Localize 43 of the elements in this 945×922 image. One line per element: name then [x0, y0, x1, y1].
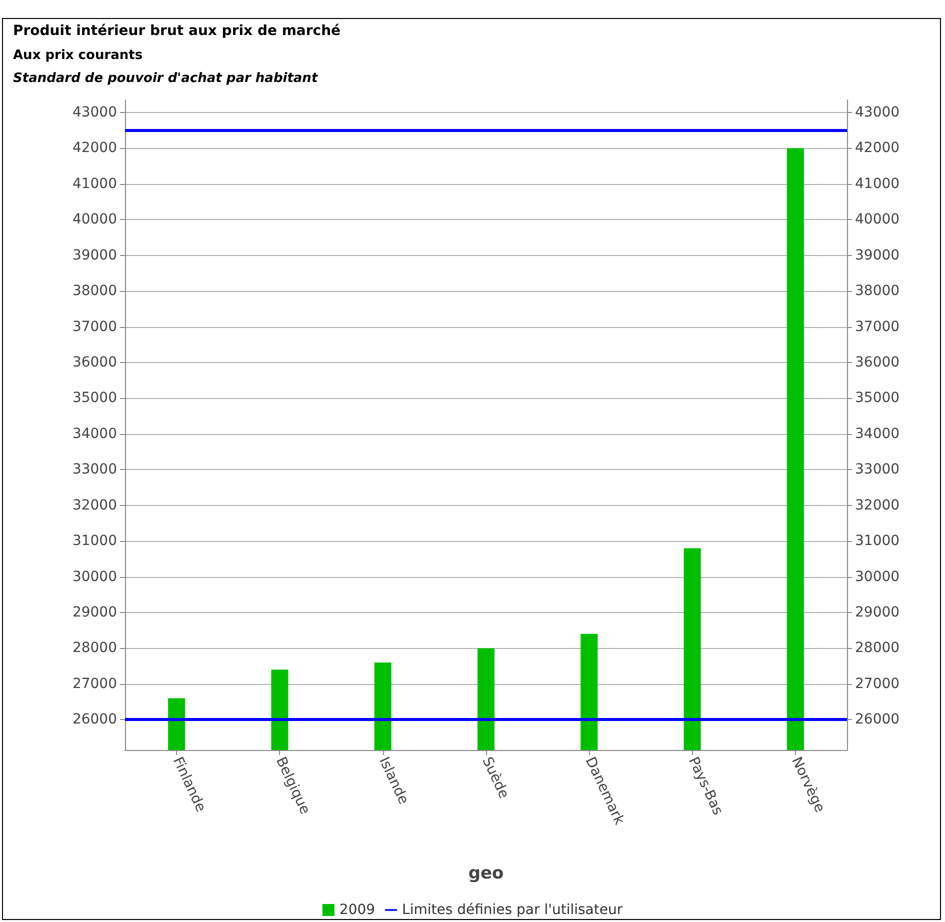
y2-tick-label: 34000 [855, 426, 900, 442]
y2-tick-label: 31000 [855, 533, 900, 550]
y2-tick-label: 32000 [855, 497, 900, 514]
y-tick-label: 41000 [72, 176, 117, 192]
y-tick-label: 32000 [72, 497, 117, 514]
y-tick-label: 28000 [72, 640, 117, 656]
y2-tick-label: 43000 [855, 104, 900, 120]
y2-tick-label: 38000 [855, 283, 900, 300]
y-tick-label: 39000 [72, 247, 117, 264]
y2-tick-label: 42000 [855, 140, 900, 156]
y2-tick-label: 35000 [855, 390, 900, 406]
y-tick-label: 26000 [72, 712, 117, 728]
y2-tick-label: 36000 [855, 354, 900, 370]
y-tick-label: 30000 [72, 568, 117, 585]
legend-label: 2009 [339, 902, 376, 918]
chart-subtitle: Aux prix courants [13, 48, 143, 63]
chart-title: Produit intérieur brut aux prix de marché [13, 23, 341, 39]
y-tick-label: 37000 [72, 318, 117, 335]
y2-tick-label: 28000 [855, 640, 900, 656]
y-tick-label: 27000 [72, 676, 117, 692]
x-tick-label: Suède [478, 754, 512, 802]
y-tick-label: 29000 [72, 604, 117, 620]
y-tick-label: 38000 [72, 283, 117, 300]
y2-tick-label: 26000 [855, 712, 900, 728]
legend-label: Limites définies par l'utilisateur [402, 902, 623, 918]
y2-tick-label: 27000 [855, 676, 900, 692]
y-tick-label: 33000 [72, 462, 117, 478]
y-tick-label: 36000 [72, 354, 117, 370]
y2-tick-label: 41000 [855, 176, 900, 192]
y-tick-label: 43000 [72, 104, 117, 120]
y2-tick-label: 30000 [855, 568, 900, 585]
y-tick-label: 34000 [72, 426, 117, 442]
y2-tick-label: 37000 [855, 318, 900, 335]
y2-tick-label: 39000 [855, 247, 900, 264]
y-tick-label: 40000 [72, 212, 117, 228]
y2-tick-label: 33000 [855, 462, 900, 478]
y-tick-label: 31000 [72, 533, 117, 550]
text: Standard de pouvoir d'achat par habitant [13, 71, 318, 86]
y2-tick-label: 29000 [855, 604, 900, 620]
y-tick-label: 35000 [72, 390, 117, 406]
y-tick-label: 42000 [72, 140, 117, 156]
y2-tick-label: 40000 [855, 212, 900, 228]
x-axis-title: geo [468, 864, 504, 884]
